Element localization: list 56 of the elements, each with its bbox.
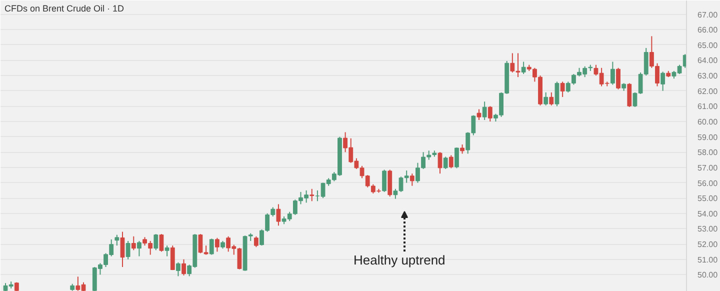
y-tick-label: 58.00 — [698, 148, 718, 158]
candlestick — [554, 81, 560, 107]
candlestick — [120, 231, 125, 268]
candlestick — [214, 237, 220, 252]
candlestick — [209, 238, 214, 256]
candlestick — [438, 152, 442, 174]
y-tick-label: 60.00 — [698, 117, 718, 126]
y-tick-label: 57.00 — [698, 163, 718, 172]
candlestick — [476, 108, 482, 120]
y-tick-label: 59.00 — [698, 132, 718, 142]
y-tick-label: 65.00 — [698, 40, 718, 50]
candlestick — [182, 258, 186, 276]
candlestick — [549, 92, 554, 106]
candlestick — [460, 144, 464, 154]
candlestick — [443, 156, 448, 170]
y-tick-label: 55.00 — [698, 194, 718, 204]
candlestick — [176, 262, 180, 277]
annotation: Healthy uptrend — [354, 252, 446, 268]
y-tick-label: 62.00 — [698, 86, 718, 96]
candlestick — [170, 245, 175, 271]
candlestick — [114, 234, 120, 246]
candlestick — [131, 236, 136, 251]
y-tick-label: 51.00 — [698, 255, 718, 264]
y-tick-label: 54.00 — [698, 209, 718, 218]
chart-title: CFDs on Brent Crude Oil · 1D — [4, 4, 125, 14]
candlestick — [660, 71, 666, 92]
y-tick-label: 53.00 — [698, 224, 718, 234]
y-tick-label: 63.00 — [698, 72, 718, 81]
candlestick — [521, 61, 526, 75]
y-tick-label: 56.00 — [698, 178, 718, 188]
candlestick — [616, 67, 620, 90]
candlestick — [126, 240, 130, 260]
candlestick — [137, 240, 142, 257]
candlestick — [454, 147, 459, 169]
candlestick — [154, 234, 158, 251]
candlestick — [482, 101, 487, 120]
y-tick-label: 52.00 — [698, 240, 718, 250]
y-tick-label: 50.00 — [698, 270, 718, 280]
candlestick — [410, 173, 414, 186]
candlestick — [544, 92, 548, 106]
candlestick — [164, 245, 170, 257]
candlestick — [488, 106, 492, 122]
candlestick — [560, 81, 565, 98]
candlestick — [382, 169, 387, 192]
candlestick — [610, 61, 615, 86]
y-tick-label: 61.00 — [698, 102, 718, 112]
y-tick-label: 64.00 — [698, 56, 718, 66]
candlestick — [276, 204, 281, 226]
candlestick — [310, 188, 314, 202]
candlestick — [448, 154, 454, 169]
candlestick — [388, 169, 392, 198]
y-tick-label: 67.00 — [698, 10, 718, 20]
candlestick — [627, 82, 632, 108]
candlestick — [254, 236, 258, 248]
candlestick — [159, 234, 164, 252]
y-tick-label: 66.00 — [698, 26, 718, 35]
